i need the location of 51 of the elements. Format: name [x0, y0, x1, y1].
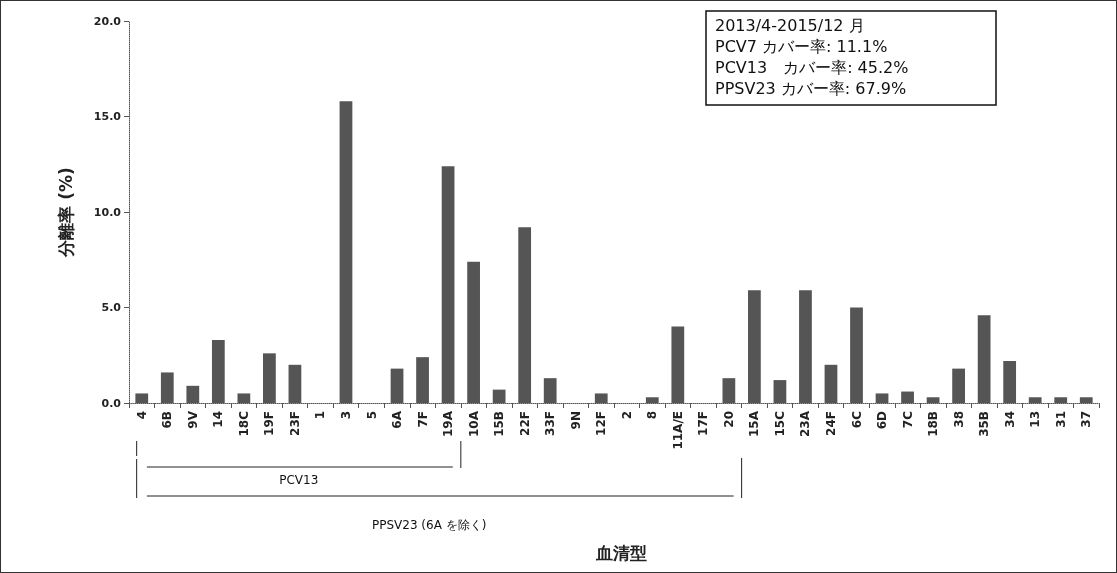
x-tick-label: 37 [1079, 411, 1094, 428]
x-tick-label: 19F [262, 411, 277, 436]
annotation: 2013/4-2015/12 月 [715, 15, 865, 35]
x-tick-label: 2 [619, 411, 634, 420]
x-tick-label: 38 [951, 411, 966, 428]
y-tick-label: 15.0 [93, 110, 122, 123]
x-tick-label: 4 [134, 411, 149, 420]
x-tick-label: 7C [900, 410, 915, 429]
annotation: PCV7 カバー率: 11.1% [715, 36, 888, 56]
x-tick-label: 15C [772, 410, 787, 437]
x-tick-label: 10A [466, 410, 481, 437]
x-tick-label: 31 [1053, 411, 1068, 428]
y-tick-label: 0.0 [101, 396, 122, 410]
x-tick-label: 1 [313, 411, 328, 420]
x-tick-label: 14 [211, 411, 226, 428]
x-tick-label: 12F [594, 411, 609, 436]
y-tick-label: 10.0 [93, 205, 122, 219]
x-tick-label: 22F [517, 411, 532, 436]
x-tick-label: 9V [185, 410, 200, 429]
y-axis-title: 分離率 (%) [55, 167, 76, 258]
annotation: PPSV23 カバー率: 67.9% [715, 78, 907, 98]
x-tick-label: 7F [415, 411, 430, 428]
y-tick-label: 20.0 [93, 14, 122, 28]
x-tick-label: 6D [875, 410, 890, 430]
x-tick-label: 23A [798, 410, 813, 437]
y-tick-label: 5.0 [101, 301, 122, 314]
x-tick-label: 6B [160, 411, 175, 429]
x-tick-label: 6A [390, 410, 405, 429]
x-tick-label: 33F [543, 411, 558, 436]
x-tick-label: 6C [849, 410, 864, 429]
x-tick-label: 18B [926, 411, 941, 437]
x-tick-label: 20 [721, 411, 736, 428]
x-tick-label: 15B [492, 411, 507, 437]
text: PPSV23 (6A を除く) [371, 518, 487, 532]
annotation: PCV13 カバー率: 45.2% [715, 57, 909, 77]
x-tick-label: 34 [1002, 411, 1017, 428]
x-tick-label: 5 [364, 411, 379, 420]
x-tick-label: 35B [977, 411, 992, 437]
x-tick-label: 9N [568, 411, 583, 430]
x-tick-label: 17F [696, 411, 711, 436]
x-tick-label: 13 [1028, 411, 1043, 428]
x-tick-label: 8 [645, 411, 660, 420]
x-tick-label: 23F [287, 411, 302, 436]
x-tick-label: 19A [441, 410, 456, 437]
text: PCV13 [279, 473, 319, 487]
x-tick-label: 15A [747, 410, 762, 437]
x-tick-label: 3 [338, 411, 353, 420]
x-tick-label: 24F [823, 411, 838, 436]
text: 血清型 [594, 542, 647, 563]
x-tick-label: 11A/E [670, 411, 685, 450]
x-tick-label: 18C [236, 410, 251, 437]
